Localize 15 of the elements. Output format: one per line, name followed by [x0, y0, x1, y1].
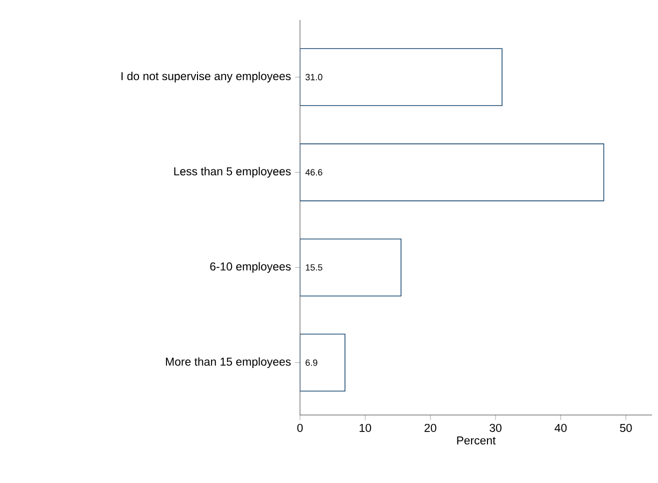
x-tick-label: 20 [424, 424, 436, 432]
x-tick-label: 50 [620, 424, 632, 432]
x-axis-title: Percent [457, 436, 496, 444]
x-tick-label: 10 [360, 424, 372, 432]
x-tick-label: 30 [490, 424, 502, 432]
y-tick-label: 6-10 employees [210, 262, 291, 273]
x-tick-label: 40 [554, 424, 567, 432]
y-tick-label: Less than 5 employees [174, 166, 291, 178]
data-label: 46.6 [305, 169, 322, 176]
y-tick-label: More than 15 employees [166, 357, 291, 368]
y-tick-label: I do not supervise any employees [122, 72, 291, 82]
data-label: 6.9 [306, 359, 318, 366]
data-label: 15.5 [306, 264, 322, 271]
data-label: 31.0 [306, 74, 322, 80]
x-tick-label: 0 [297, 424, 303, 432]
